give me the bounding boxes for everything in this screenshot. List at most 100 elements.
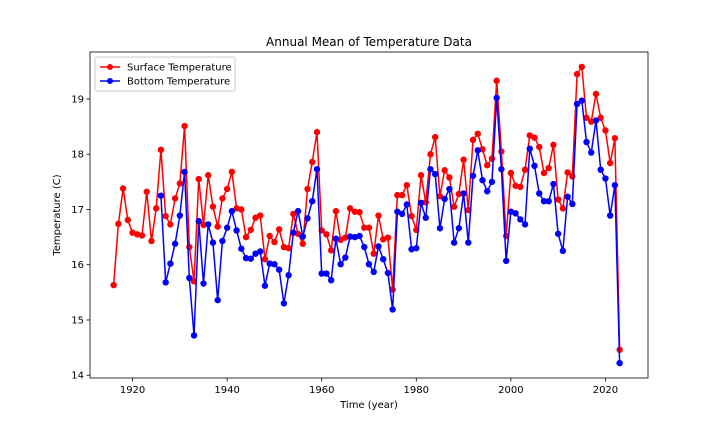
data-point-surface — [313, 128, 321, 136]
y-tick-label: 19 — [71, 94, 84, 105]
data-point-surface — [441, 167, 448, 174]
data-point-bottom — [313, 165, 321, 173]
y-tick-label: 14 — [71, 371, 84, 382]
data-point-surface — [247, 226, 254, 234]
data-point-surface — [545, 164, 552, 172]
data-point-surface — [517, 183, 524, 191]
data-point-bottom — [171, 240, 179, 247]
data-point-surface — [375, 212, 382, 219]
chart-title: Annual Mean of Temperature Data — [266, 35, 472, 49]
data-point-surface — [578, 63, 585, 71]
data-point-bottom — [432, 170, 439, 178]
legend-label-surface: Surface Temperature — [127, 63, 232, 74]
data-point-bottom — [436, 225, 444, 232]
legend-box — [94, 56, 236, 92]
data-point-surface — [119, 185, 127, 192]
data-point-surface — [361, 224, 368, 231]
data-point-bottom — [337, 260, 344, 268]
data-point-surface — [304, 185, 311, 193]
data-point-surface — [597, 114, 604, 121]
data-point-surface — [540, 169, 548, 177]
data-point-bottom — [375, 243, 382, 250]
data-point-bottom — [186, 274, 193, 282]
data-point-surface — [507, 169, 515, 177]
data-point-surface — [299, 240, 306, 247]
data-point-bottom — [200, 280, 207, 287]
data-point-surface — [460, 156, 467, 163]
data-point-surface — [219, 195, 226, 202]
data-point-bottom — [181, 168, 188, 176]
data-point-surface — [606, 159, 614, 167]
data-point-surface — [115, 220, 122, 228]
data-point-bottom — [498, 165, 505, 173]
data-point-bottom — [228, 207, 236, 215]
data-point-bottom — [167, 260, 174, 267]
data-point-surface — [148, 237, 155, 245]
data-point-surface — [110, 281, 117, 289]
data-point-bottom — [479, 176, 486, 184]
data-point-surface — [153, 205, 160, 212]
data-point-bottom — [536, 190, 543, 197]
data-point-bottom — [450, 239, 458, 246]
data-point-bottom — [219, 237, 226, 245]
data-point-bottom — [422, 214, 429, 221]
data-point-surface — [408, 212, 415, 220]
data-point-surface — [138, 232, 146, 239]
data-point-bottom — [455, 225, 463, 232]
data-point-surface — [242, 233, 250, 241]
data-point-bottom — [195, 217, 202, 225]
data-point-surface — [569, 173, 576, 180]
data-point-surface — [195, 175, 202, 183]
data-point-surface — [384, 234, 392, 241]
data-point-surface — [417, 172, 425, 179]
x-tick-label: 2000 — [498, 385, 523, 396]
x-tick-label: 1980 — [404, 385, 429, 396]
data-point-bottom — [299, 233, 306, 240]
data-point-surface — [266, 232, 273, 240]
data-point-surface — [167, 221, 174, 228]
data-point-bottom — [356, 232, 363, 240]
data-point-bottom — [588, 149, 595, 156]
data-point-bottom — [304, 215, 311, 222]
data-point-surface — [124, 216, 132, 224]
data-point-surface — [370, 250, 377, 257]
data-point-bottom — [370, 268, 377, 276]
data-point-bottom — [332, 235, 340, 242]
data-point-surface — [432, 133, 439, 141]
data-point-bottom — [526, 145, 533, 152]
data-point-bottom — [559, 247, 567, 255]
data-point-surface — [257, 212, 264, 219]
data-point-surface — [474, 130, 481, 137]
data-point-surface — [205, 172, 212, 179]
data-point-surface — [573, 70, 581, 78]
data-point-bottom — [309, 197, 316, 205]
data-point-surface — [521, 166, 529, 173]
data-point-surface — [550, 141, 557, 149]
data-point-bottom — [583, 138, 590, 146]
data-point-surface — [228, 168, 236, 176]
data-point-surface — [564, 169, 571, 176]
data-point-bottom — [280, 300, 288, 307]
data-point-bottom — [488, 178, 496, 186]
data-point-bottom — [247, 255, 254, 262]
data-point-bottom — [502, 257, 510, 265]
data-point-bottom — [611, 181, 619, 189]
data-point-bottom — [384, 269, 392, 277]
data-point-bottom — [327, 277, 335, 284]
data-point-surface — [200, 221, 207, 229]
data-point-surface — [323, 231, 330, 238]
data-point-bottom — [616, 359, 623, 367]
data-point-bottom — [573, 100, 581, 108]
data-point-surface — [162, 212, 169, 220]
data-point-bottom — [517, 216, 524, 223]
data-point-bottom — [531, 162, 538, 170]
data-point-bottom — [162, 279, 169, 286]
x-tick-label: 1940 — [214, 385, 239, 396]
data-point-surface — [157, 146, 165, 153]
data-point-surface — [436, 193, 444, 200]
data-point-bottom — [346, 233, 354, 240]
data-point-surface — [536, 143, 543, 151]
data-point-bottom — [403, 201, 411, 208]
data-point-surface — [214, 223, 221, 230]
data-point-surface — [488, 155, 496, 162]
